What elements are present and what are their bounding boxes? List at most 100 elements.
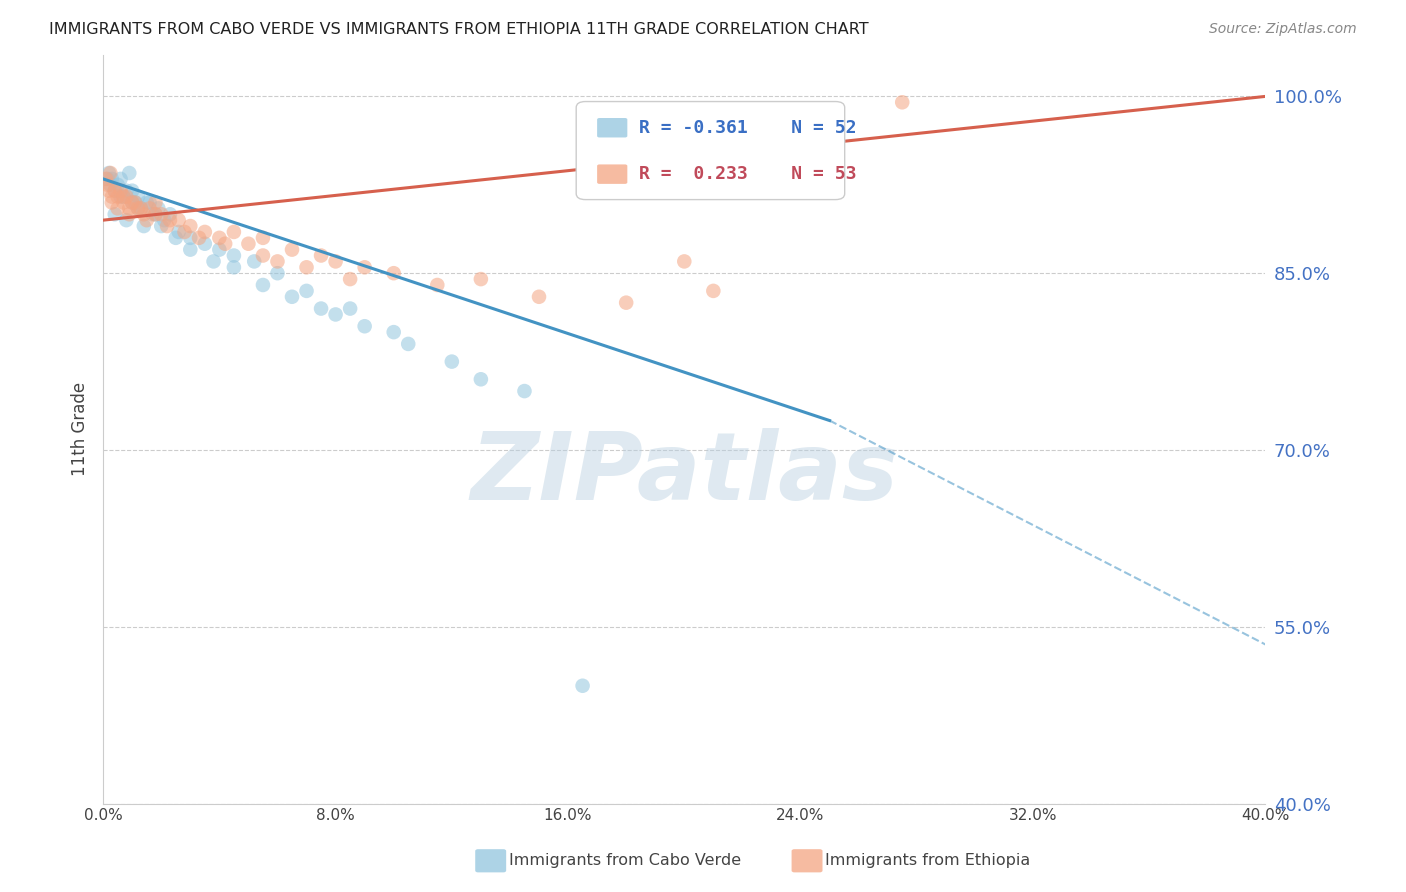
Y-axis label: 11th Grade: 11th Grade	[72, 383, 89, 476]
Point	[159, 213, 181, 227]
Point	[107, 178, 129, 192]
Point	[179, 219, 201, 233]
Text: R =  0.233    N = 53: R = 0.233 N = 53	[638, 165, 856, 183]
Point	[891, 95, 914, 110]
Point	[173, 225, 195, 239]
Point	[673, 254, 696, 268]
Point	[118, 202, 141, 216]
Point	[702, 284, 724, 298]
Point	[129, 202, 152, 216]
Point	[309, 248, 332, 262]
Point	[150, 207, 173, 221]
Point	[118, 207, 141, 221]
Point	[194, 236, 217, 251]
Point	[426, 277, 449, 292]
FancyBboxPatch shape	[598, 164, 627, 184]
Point	[396, 337, 419, 351]
Point	[470, 272, 492, 286]
Point	[571, 679, 593, 693]
Point	[110, 189, 132, 203]
Point	[94, 172, 117, 186]
Point	[208, 243, 231, 257]
Point	[325, 254, 347, 268]
Point	[214, 236, 236, 251]
Point	[97, 166, 120, 180]
Point	[281, 290, 304, 304]
Point	[112, 189, 135, 203]
Point	[266, 266, 288, 280]
Point	[179, 243, 201, 257]
Point	[150, 219, 173, 233]
Point	[104, 207, 127, 221]
Point	[118, 166, 141, 180]
Point	[107, 202, 129, 216]
Point	[252, 248, 274, 262]
Point	[153, 213, 176, 227]
Point	[96, 178, 118, 192]
Point	[132, 219, 155, 233]
Point	[127, 202, 149, 216]
Point	[96, 172, 118, 186]
Point	[121, 195, 143, 210]
Point	[112, 195, 135, 210]
Point	[353, 319, 375, 334]
Point	[470, 372, 492, 386]
Point	[115, 213, 138, 227]
Point	[112, 189, 135, 203]
Text: Immigrants from Cabo Verde: Immigrants from Cabo Verde	[509, 854, 741, 868]
Point	[325, 308, 347, 322]
Point	[127, 202, 149, 216]
Point	[167, 213, 190, 227]
Point	[382, 325, 405, 339]
Point	[156, 219, 179, 233]
Point	[100, 178, 122, 192]
Point	[295, 260, 318, 275]
Point	[129, 202, 152, 216]
Point	[107, 189, 129, 203]
Point	[138, 195, 160, 210]
Point	[266, 254, 288, 268]
FancyBboxPatch shape	[576, 102, 845, 200]
Point	[132, 207, 155, 221]
Point	[101, 189, 124, 203]
Point	[124, 195, 146, 210]
Point	[145, 195, 167, 210]
Point	[382, 266, 405, 280]
Point	[135, 195, 157, 210]
Point	[281, 243, 304, 257]
Point	[309, 301, 332, 316]
Point	[202, 254, 225, 268]
Point	[145, 207, 167, 221]
Point	[208, 231, 231, 245]
Point	[339, 272, 361, 286]
Point	[238, 236, 260, 251]
Point	[614, 295, 637, 310]
Point	[115, 184, 138, 198]
Point	[252, 231, 274, 245]
Point	[440, 354, 463, 368]
Point	[159, 207, 181, 221]
Point	[513, 384, 536, 398]
Point	[145, 207, 167, 221]
Point	[188, 231, 211, 245]
Text: Source: ZipAtlas.com: Source: ZipAtlas.com	[1209, 22, 1357, 37]
Text: ZIPatlas: ZIPatlas	[470, 428, 898, 520]
Point	[179, 231, 201, 245]
FancyBboxPatch shape	[598, 118, 627, 137]
Text: R = -0.361    N = 52: R = -0.361 N = 52	[638, 119, 856, 136]
Point	[194, 225, 217, 239]
Point	[222, 248, 245, 262]
Point	[115, 189, 138, 203]
Point	[100, 166, 122, 180]
Text: Immigrants from Ethiopia: Immigrants from Ethiopia	[825, 854, 1031, 868]
Point	[135, 213, 157, 227]
Point	[127, 189, 149, 203]
Point	[243, 254, 266, 268]
Point	[104, 184, 127, 198]
Point	[121, 184, 143, 198]
Point	[121, 195, 143, 210]
Point	[104, 184, 127, 198]
Point	[110, 184, 132, 198]
Point	[165, 231, 187, 245]
Point	[527, 290, 550, 304]
